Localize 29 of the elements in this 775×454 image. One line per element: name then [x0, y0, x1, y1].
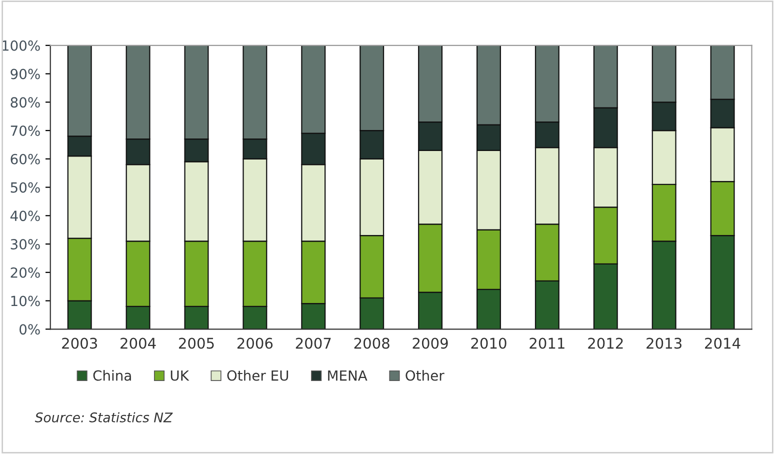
- y-tick-label: 20%: [10, 267, 40, 278]
- y-tick-label: 60%: [10, 154, 40, 164]
- y-tick-label: 40%: [10, 210, 40, 222]
- y-tick-label: 50%: [10, 182, 40, 193]
- x-tick-label: 2011: [530, 338, 564, 349]
- x-tick-label: 2010: [471, 338, 506, 349]
- y-tick-label: 30%: [10, 238, 40, 250]
- y-tick-label: 100%: [2, 40, 40, 51]
- x-tick-label: 2004: [120, 338, 156, 349]
- legend-label: China: [93, 370, 131, 381]
- x-tick-label: 2008: [354, 338, 390, 349]
- y-tick-label: 90%: [10, 68, 40, 80]
- y-tick-label: 0%: [20, 324, 40, 335]
- x-tick-label: 2014: [705, 338, 740, 349]
- x-tick-label: 2007: [296, 338, 331, 349]
- x-tick-label: 2003: [62, 338, 97, 349]
- x-tick-label: 2009: [412, 338, 448, 349]
- y-tick-label: 70%: [10, 125, 40, 136]
- x-tick-label: 2013: [646, 338, 682, 349]
- legend-label: UK: [170, 370, 190, 381]
- legend-label: MENA: [328, 370, 368, 381]
- legend-label: Other: [406, 370, 444, 381]
- x-tick-label: 2005: [179, 338, 214, 349]
- y-tick-label: 80%: [10, 97, 40, 108]
- legend-label: Other EU: [227, 370, 288, 381]
- x-tick-label: 2012: [588, 338, 623, 349]
- y-tick-label: 10%: [11, 296, 40, 306]
- x-tick-label: 2006: [237, 338, 273, 349]
- source-note: Source: Statistics NZ: [34, 412, 173, 422]
